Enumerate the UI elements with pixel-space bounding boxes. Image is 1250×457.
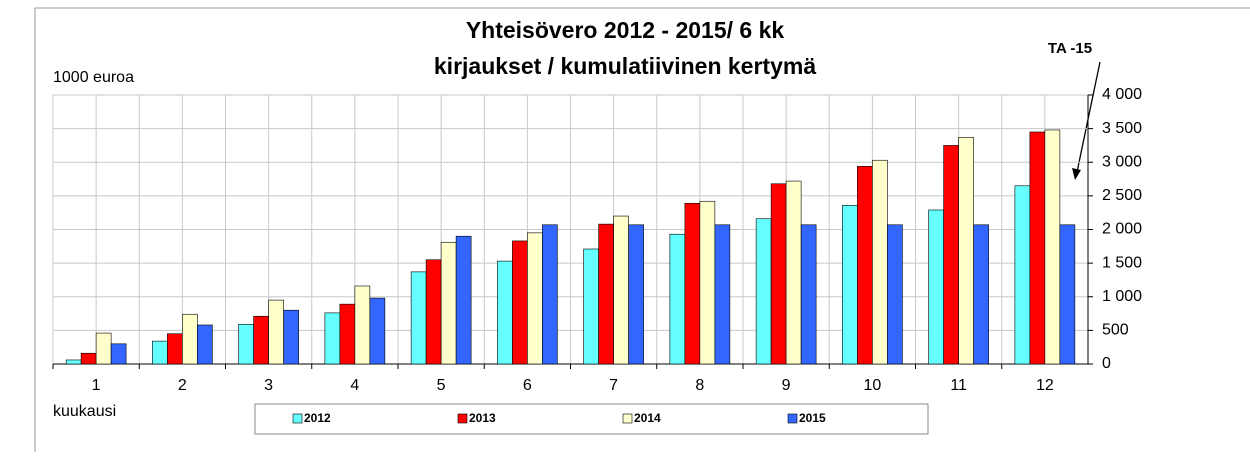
bar [497,260,513,365]
bar [167,333,183,365]
legend-swatch [787,413,798,424]
bar [1044,129,1061,365]
bar [369,297,386,365]
bar [283,309,299,365]
bar [842,204,858,365]
x-axis-label: kuukausi [53,403,116,420]
bar [800,224,817,365]
annotation: TA -15 [1048,40,1092,57]
x-tick-label: 1 [92,377,101,394]
y-tick-label: 1 000 [1102,288,1142,305]
x-tick-label: 6 [523,377,532,394]
bar [238,324,254,365]
x-tick-label: 12 [1036,377,1054,394]
bar [714,224,731,365]
legend [254,403,929,435]
bar [440,241,457,365]
bar [699,200,716,365]
y-tick-label: 3 500 [1102,120,1142,137]
y-tick-label: 1 500 [1102,254,1142,271]
bar [542,224,558,365]
legend-swatch [622,413,633,424]
bar [958,137,974,365]
bar [354,285,371,365]
bar [1059,224,1076,365]
bar [770,183,787,365]
bar [110,343,127,365]
x-tick-label: 10 [863,377,881,394]
bar [410,271,427,365]
bar [339,303,356,365]
legend-label: 2013 [469,411,496,425]
legend-swatch [457,413,468,424]
bar [80,352,97,365]
x-tick-label: 2 [178,377,187,394]
y-tick-label: 2 000 [1102,221,1142,238]
bar [583,248,599,365]
bar [425,259,442,365]
bar [455,235,472,365]
legend-label: 2012 [304,411,331,425]
bar [324,312,341,365]
bar [943,145,959,365]
bar [755,218,772,365]
bar [872,159,888,365]
bar [669,233,686,365]
bar [785,180,802,365]
bar [527,232,543,365]
bar [928,209,944,365]
bar [613,215,629,365]
chart-subtitle: kirjaukset / kumulatiivinen kertymä [434,53,816,79]
bar [887,224,903,365]
x-tick-label: 7 [609,377,618,394]
arrow-head [1072,168,1081,180]
x-tick-label: 3 [264,377,273,394]
bar [253,315,269,365]
y-tick-label: 2 500 [1102,187,1142,204]
y-tick-label: 4 000 [1102,86,1142,103]
bar [65,359,82,365]
bar [512,240,528,365]
legend-label: 2014 [634,411,661,425]
y-tick-label: 0 [1102,355,1111,372]
x-tick-label: 4 [350,377,359,394]
y-tick-label: 3 000 [1102,153,1142,170]
bar [1014,185,1031,365]
bar [152,340,168,365]
x-tick-label: 8 [695,377,704,394]
bar [857,165,873,365]
y-tick-label: 500 [1102,322,1129,339]
x-tick-label: 5 [437,377,446,394]
bar [182,313,198,365]
bar [684,202,701,365]
bar [197,324,213,365]
bar [598,223,614,365]
chart-title: Yhteisövero 2012 - 2015/ 6 kk [466,17,785,43]
bar [973,224,989,365]
bar [628,224,644,365]
bar [95,332,112,365]
y-axis-label: 1000 euroa [53,69,134,86]
bar [268,299,284,365]
x-tick-label: 9 [782,377,791,394]
bar [1029,131,1046,365]
x-tick-label: 11 [950,377,967,394]
legend-label: 2015 [799,411,826,425]
legend-swatch [292,413,303,424]
